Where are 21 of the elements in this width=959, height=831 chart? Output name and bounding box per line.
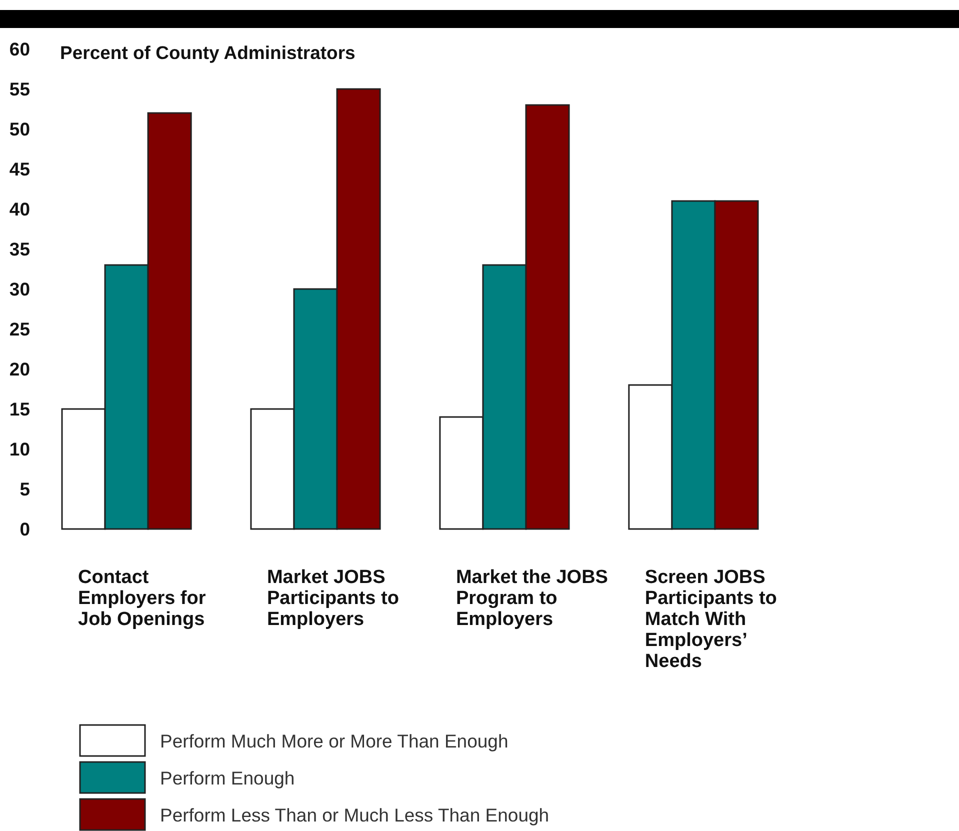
y-tick-label: 40	[9, 198, 30, 220]
x-tick-label: Contact Employers for Job Openings	[78, 567, 206, 630]
x-tick-label: Market the JOBS Program to Employers	[456, 567, 608, 630]
y-tick-label: 0	[20, 518, 30, 540]
y-tick-label: 30	[9, 278, 30, 300]
legend-label: Perform Enough	[160, 767, 295, 788]
y-tick-label: 50	[9, 118, 30, 140]
y-tick-label: 20	[9, 358, 30, 380]
y-tick-label: 5	[20, 478, 30, 500]
y-tick-label: 60	[9, 38, 30, 60]
y-tick-label: 15	[9, 398, 30, 420]
y-tick-label: 35	[9, 238, 30, 260]
y-tick-label: 25	[9, 318, 30, 340]
x-tick-label: Screen JOBS Participants to Match With Employers’ Needs	[644, 567, 777, 672]
y-tick-label: 10	[9, 438, 30, 460]
y-tick-label: 55	[9, 78, 30, 100]
legend-label: Perform Less Than or Much Less Than Enough	[160, 804, 550, 826]
y-axis-title: Percent of County Administrators	[60, 42, 356, 63]
legend-label: Perform Much More or More Than Enough	[160, 730, 508, 752]
x-tick-label: Market JOBS Participants to Employers	[266, 567, 399, 630]
y-tick-label: 45	[9, 158, 30, 180]
